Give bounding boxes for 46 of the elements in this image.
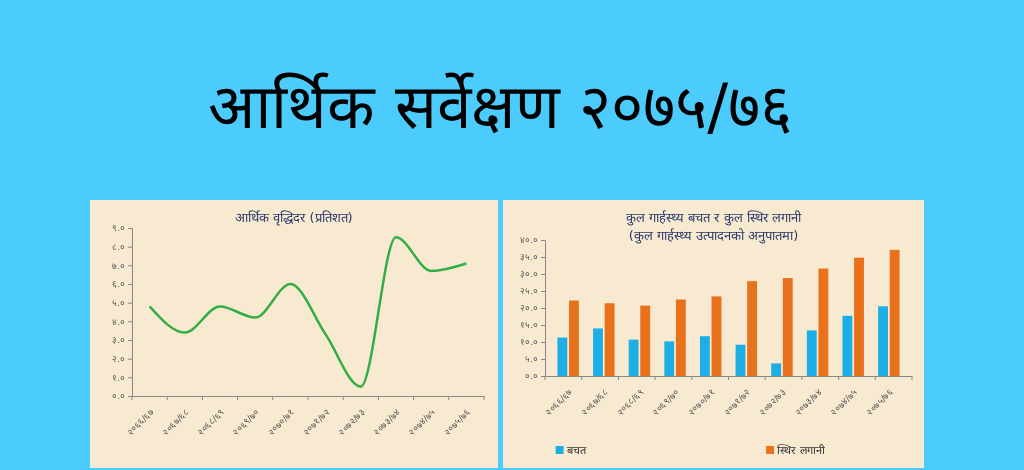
y-tick-label: १०.०	[520, 337, 538, 348]
legend-label: बचत	[566, 444, 587, 457]
bar	[878, 306, 888, 376]
y-tick-label: १.०	[112, 372, 125, 383]
bar	[604, 303, 615, 376]
y-tick-label: ०.०	[112, 391, 125, 402]
y-tick-label: ३५.०	[520, 252, 538, 263]
y-tick-label: २.०	[112, 354, 125, 365]
y-tick-label: ०.०	[525, 371, 538, 382]
chart-subtitle: (कुल गार्हस्थ्य उत्पादनको अनुपातमा)	[628, 228, 799, 244]
y-tick-label: २०.०	[520, 303, 538, 314]
line-series	[148, 236, 468, 388]
bar	[557, 337, 568, 376]
y-tick-label: ४०.०	[520, 235, 538, 246]
bar	[842, 315, 853, 376]
bar	[806, 330, 817, 376]
bar	[569, 300, 579, 376]
y-tick-label: ९.०	[112, 223, 125, 234]
bar	[818, 268, 829, 376]
y-tick-label: ३०.०	[520, 269, 538, 280]
bar	[782, 278, 793, 376]
y-tick-label: ७.०	[112, 260, 125, 271]
y-tick-label: ४.०	[112, 316, 125, 327]
y-tick-label: २५.०	[520, 286, 538, 297]
bar	[735, 344, 746, 376]
legend-label: स्थिर लगानी	[777, 444, 825, 457]
bar	[675, 299, 686, 376]
y-tick-label: १५.०	[520, 320, 538, 331]
bar	[699, 336, 710, 376]
y-tick-label: ६.०	[112, 279, 125, 290]
bar	[747, 281, 758, 376]
y-tick-label: ५.०	[112, 298, 125, 309]
y-tick-label: ३.०	[112, 335, 125, 346]
bar	[593, 328, 603, 376]
y-tick-label: ८.०	[112, 242, 125, 253]
bar	[628, 339, 639, 376]
chart-title: आर्थिक वृद्धिदर (प्रतिशत)	[235, 210, 353, 226]
bar	[640, 305, 651, 376]
bar	[889, 249, 900, 376]
bar	[711, 296, 722, 376]
bar	[771, 363, 782, 376]
text: आर्थिक सर्वेक्षण २०७५/७६	[207, 70, 793, 143]
chart-title: कुल गार्हस्थ्य बचत र कुल स्थिर लगानी	[626, 210, 802, 226]
y-tick-label: ५.०	[525, 354, 538, 365]
bar	[664, 341, 675, 376]
bar	[854, 257, 864, 376]
